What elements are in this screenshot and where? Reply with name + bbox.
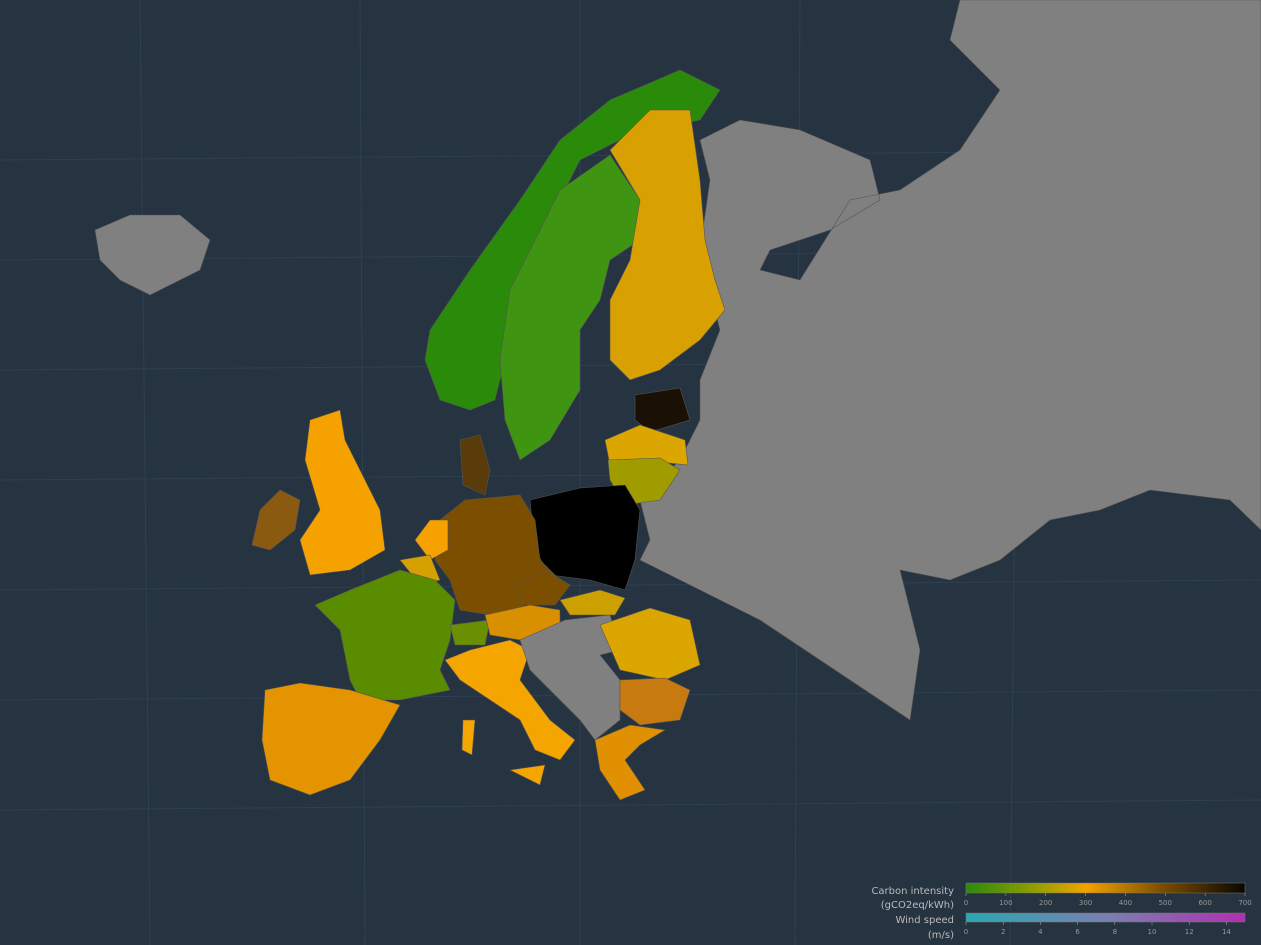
scale-tick-label: 4 bbox=[1038, 928, 1043, 936]
wind-scale-bar bbox=[965, 912, 1246, 923]
scale-tick-label: 300 bbox=[1079, 899, 1092, 907]
finland[interactable] bbox=[609, 109, 726, 381]
scale-tick-label: 200 bbox=[1039, 899, 1052, 907]
sicily[interactable] bbox=[509, 764, 546, 786]
ireland[interactable] bbox=[251, 489, 301, 551]
denmark[interactable] bbox=[459, 434, 491, 496]
scale-tick-label: 8 bbox=[1113, 928, 1117, 936]
iceland[interactable] bbox=[94, 214, 211, 296]
scale-tick-label: 700 bbox=[1238, 899, 1251, 907]
italy[interactable] bbox=[444, 639, 576, 761]
scale-tick-label: 2 bbox=[1001, 928, 1005, 936]
scale-tick-label: 0 bbox=[964, 899, 968, 907]
scale-tick-label: 12 bbox=[1185, 928, 1194, 936]
scale-tick-label: 10 bbox=[1148, 928, 1157, 936]
scale-tick-label: 14 bbox=[1222, 928, 1231, 936]
legend-title: Carbon intensity bbox=[871, 886, 954, 897]
france[interactable] bbox=[314, 569, 456, 701]
scale-tick-label: 400 bbox=[1119, 899, 1132, 907]
countries bbox=[94, 0, 1261, 801]
russia-region[interactable] bbox=[639, 0, 1261, 721]
scale-tick-label: 600 bbox=[1198, 899, 1211, 907]
sardinia[interactable] bbox=[461, 719, 476, 756]
scale-tick-label: 6 bbox=[1075, 928, 1080, 936]
united-kingdom[interactable] bbox=[299, 409, 386, 576]
legend-unit: (gCO2eq/kWh) bbox=[881, 900, 954, 911]
sweden[interactable] bbox=[499, 154, 641, 461]
romania[interactable] bbox=[599, 607, 701, 681]
estonia[interactable] bbox=[634, 387, 691, 433]
scale-tick-label: 100 bbox=[999, 899, 1012, 907]
legend: Carbon intensity (gCO2eq/kWh) Wind speed… bbox=[871, 882, 1252, 941]
spain[interactable] bbox=[261, 682, 401, 796]
switzerland[interactable] bbox=[449, 619, 491, 646]
scale-tick-label: 0 bbox=[964, 928, 968, 936]
legend-unit: (m/s) bbox=[928, 930, 954, 941]
scale-tick-label: 500 bbox=[1159, 899, 1172, 907]
legend-title: Wind speed bbox=[895, 915, 954, 926]
slovakia[interactable] bbox=[559, 589, 626, 616]
bulgaria[interactable] bbox=[619, 677, 691, 726]
czechia[interactable] bbox=[514, 569, 571, 606]
carbon-scale-bar bbox=[965, 882, 1246, 894]
greece[interactable] bbox=[594, 724, 666, 801]
